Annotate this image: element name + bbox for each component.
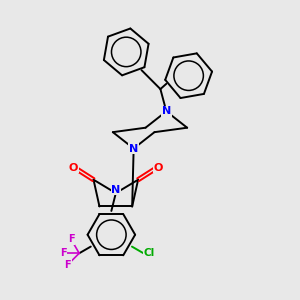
Text: Cl: Cl bbox=[143, 248, 155, 258]
Text: F: F bbox=[60, 248, 66, 258]
Text: F: F bbox=[64, 260, 71, 270]
Text: O: O bbox=[69, 163, 78, 173]
Text: O: O bbox=[153, 163, 163, 173]
Text: N: N bbox=[111, 184, 120, 194]
Text: F: F bbox=[68, 234, 74, 244]
Text: N: N bbox=[162, 106, 171, 116]
Text: N: N bbox=[129, 143, 138, 154]
